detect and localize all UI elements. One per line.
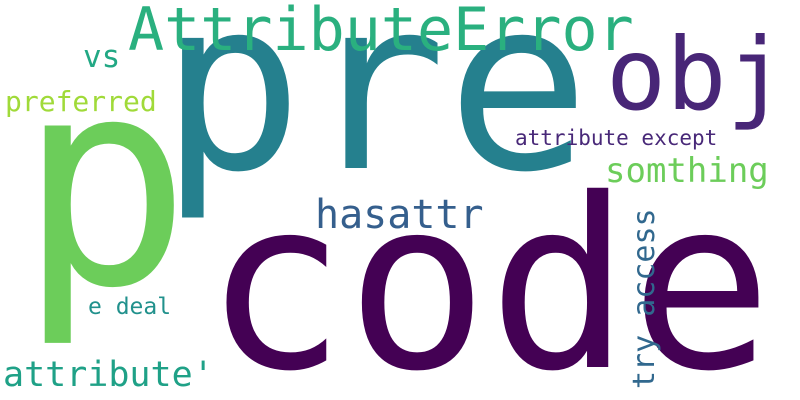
word-p: p bbox=[18, 16, 192, 351]
word-attributeerror: AttributeError bbox=[128, 0, 634, 65]
word-e-deal: e deal bbox=[88, 294, 172, 320]
word-attribute-quote: attribute' bbox=[3, 355, 214, 395]
word-attribute-except: attribute except bbox=[515, 126, 718, 150]
word-preferred: preferred bbox=[5, 85, 157, 118]
word-pre: pre bbox=[160, 0, 590, 225]
word-obj: obj bbox=[606, 16, 787, 133]
word-hasattr: hasattr bbox=[315, 192, 484, 238]
word-vs: vs bbox=[83, 39, 121, 75]
word-code: code bbox=[204, 148, 773, 400]
word-try-access: try access bbox=[627, 208, 662, 389]
word-somthing: somthing bbox=[605, 151, 769, 191]
